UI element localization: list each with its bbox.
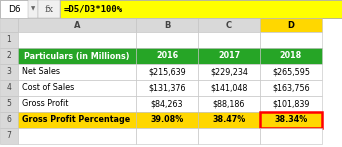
Text: Gross Profit Percentage: Gross Profit Percentage (22, 116, 130, 125)
Bar (136, 96, 198, 112)
Bar (18, 48, 136, 64)
Bar (198, 48, 260, 64)
Bar (60, 0, 342, 18)
Text: $265,595: $265,595 (272, 67, 310, 76)
Bar (198, 80, 260, 96)
Bar (18, 18, 136, 32)
Bar (136, 128, 198, 144)
Bar (38, 0, 60, 18)
Bar (136, 80, 198, 96)
Bar (260, 96, 322, 112)
Text: 38.47%: 38.47% (212, 116, 246, 125)
Bar (0, 0, 28, 18)
Text: $141,048: $141,048 (210, 83, 248, 92)
Bar (136, 64, 198, 80)
Text: B: B (164, 20, 170, 30)
Bar (18, 80, 136, 96)
Text: Particulars (in Millions): Particulars (in Millions) (24, 51, 130, 61)
Text: $101,839: $101,839 (272, 100, 310, 108)
Bar (0, 18, 18, 32)
Text: 2016: 2016 (156, 51, 178, 61)
Bar (0, 0, 342, 18)
Bar (18, 96, 136, 112)
Text: 2: 2 (6, 51, 11, 61)
Text: 5: 5 (6, 100, 11, 108)
Bar (0, 112, 18, 128)
Bar (0, 128, 18, 144)
Bar (0, 64, 18, 80)
Text: ▼: ▼ (31, 6, 35, 11)
Text: 1: 1 (6, 35, 11, 45)
Bar (198, 64, 260, 80)
Bar (260, 128, 322, 144)
Text: $163,756: $163,756 (272, 83, 310, 92)
Text: 2018: 2018 (280, 51, 302, 61)
Text: 39.08%: 39.08% (150, 116, 184, 125)
Bar (0, 32, 18, 48)
Text: 4: 4 (6, 83, 11, 92)
Bar (18, 128, 136, 144)
Bar (18, 64, 136, 80)
Bar (136, 18, 198, 32)
Bar (28, 0, 38, 18)
Bar (260, 18, 322, 32)
Bar (198, 128, 260, 144)
Text: $215,639: $215,639 (148, 67, 186, 76)
Bar (260, 80, 322, 96)
Text: 3: 3 (6, 67, 11, 76)
Text: $229,234: $229,234 (210, 67, 248, 76)
Text: 6: 6 (6, 116, 11, 125)
Text: 38.34%: 38.34% (274, 116, 307, 125)
Bar (260, 48, 322, 64)
Bar (260, 32, 322, 48)
Text: D: D (288, 20, 294, 30)
Bar (136, 48, 198, 64)
Text: A: A (74, 20, 80, 30)
Text: $131,376: $131,376 (148, 83, 186, 92)
Text: D6: D6 (8, 5, 20, 14)
Text: $84,263: $84,263 (151, 100, 183, 108)
Bar (18, 112, 136, 128)
Bar (18, 32, 136, 48)
Bar (198, 32, 260, 48)
Bar (198, 112, 260, 128)
Text: 7: 7 (6, 132, 11, 141)
Text: fx: fx (44, 5, 54, 14)
Bar (198, 18, 260, 32)
Bar (136, 32, 198, 48)
Bar (0, 48, 18, 64)
Bar (0, 96, 18, 112)
Text: 2017: 2017 (218, 51, 240, 61)
Text: $88,186: $88,186 (213, 100, 245, 108)
Text: =D5/D3*100%: =D5/D3*100% (64, 5, 123, 14)
Text: Net Sales: Net Sales (22, 67, 60, 76)
Text: Cost of Sales: Cost of Sales (22, 83, 74, 92)
Bar (260, 112, 322, 128)
Text: Gross Profit: Gross Profit (22, 100, 68, 108)
Text: C: C (226, 20, 232, 30)
Bar (136, 112, 198, 128)
Bar (260, 64, 322, 80)
Bar (0, 80, 18, 96)
Bar (198, 96, 260, 112)
